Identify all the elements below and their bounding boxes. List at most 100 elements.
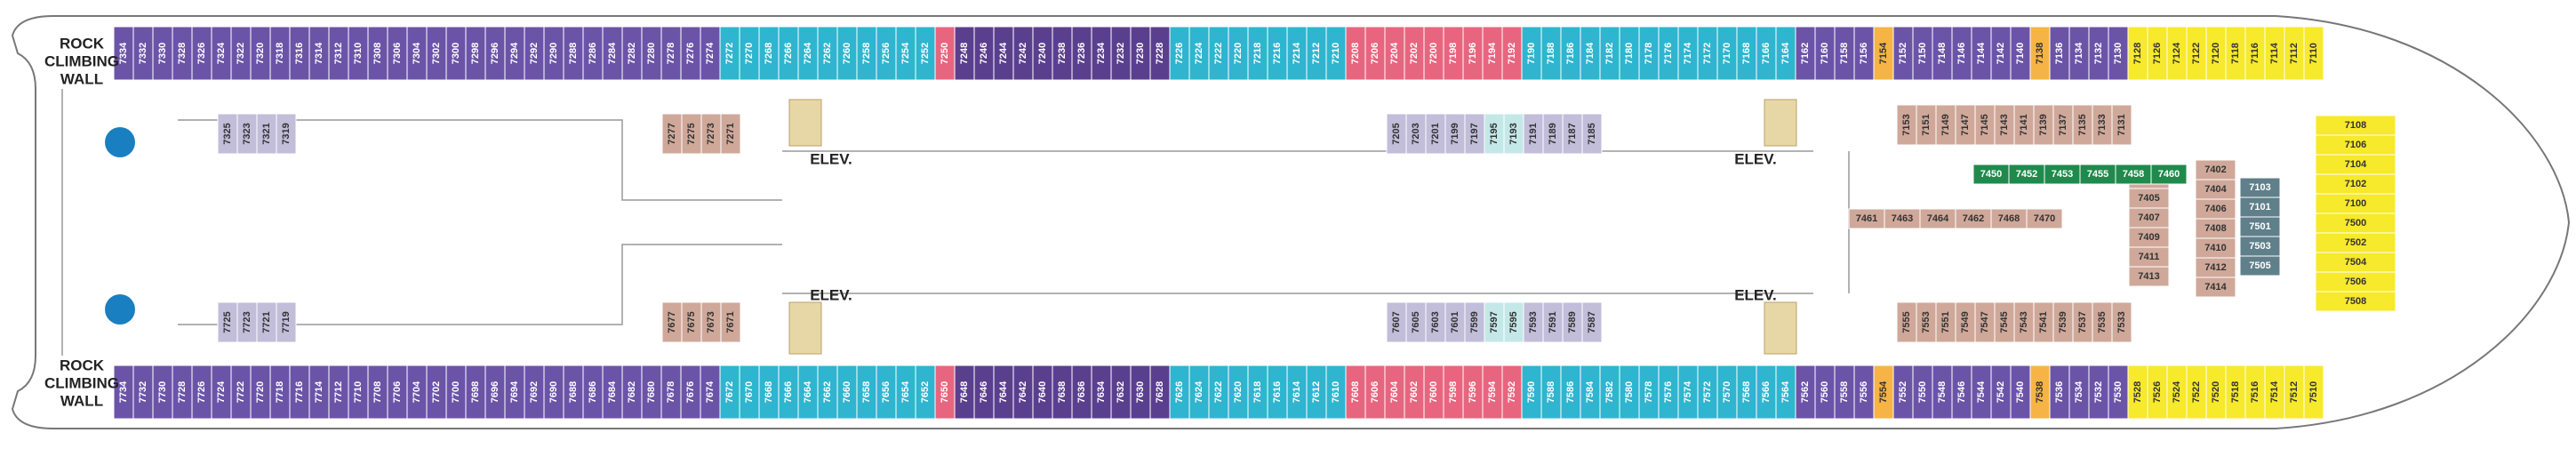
cabin-number: 7176 (1663, 43, 1674, 64)
cabin-number: 7610 (1331, 381, 1341, 403)
cabin (2128, 266, 2170, 287)
cabin-number: 7723 (242, 311, 252, 333)
cabin-number: 7195 (1489, 123, 1500, 144)
label: ROCK (60, 357, 105, 373)
cabin-number: 7120 (2211, 43, 2221, 64)
cabin-number: 7566 (1761, 381, 1772, 403)
cabin-number: 7630 (1135, 381, 1146, 403)
cabin-number: 7130 (2113, 43, 2124, 64)
cabin-number: 7154 (1878, 42, 1889, 64)
cabin-number: 7506 (2345, 277, 2366, 287)
cabin-number: 7150 (1917, 43, 1928, 64)
label: CLIMBING (44, 52, 119, 69)
cabin-number: 7726 (196, 381, 207, 403)
cabin-number: 7407 (2138, 212, 2159, 223)
cabin-number: 7298 (470, 43, 481, 64)
cabin-number: 7675 (686, 311, 697, 333)
cabin-number: 7185 (1587, 123, 1597, 144)
cabin (2239, 255, 2281, 277)
cabin-number: 7174 (1683, 42, 1693, 64)
cabin-number: 7189 (1548, 123, 1558, 144)
label: CLIMBING (44, 374, 119, 391)
cabin-number: 7574 (1683, 381, 1693, 403)
cabin-number: 7104 (2345, 159, 2367, 170)
cabin-number: 7664 (803, 381, 813, 403)
cabin-number: 7608 (1350, 381, 1361, 403)
cabin-number: 7453 (2052, 169, 2073, 180)
cabin-number: 7688 (568, 381, 579, 403)
cabin-number: 7240 (1037, 43, 1048, 64)
cabin-number: 7277 (667, 123, 677, 144)
cabin-number: 7116 (2250, 43, 2260, 64)
cabin-number: 7197 (1469, 123, 1480, 144)
cabin-number: 7260 (842, 43, 852, 64)
label: ELEV. (810, 286, 852, 303)
cabin-number: 7593 (1528, 311, 1539, 333)
cabin-number: 7605 (1411, 311, 1421, 333)
cabin-number: 7570 (1722, 381, 1732, 403)
cabin (2315, 291, 2396, 312)
cabin-number: 7620 (1233, 381, 1244, 403)
cabin-number: 7450 (1980, 169, 2002, 180)
cabin-number: 7268 (764, 43, 774, 64)
cabin-number: 7530 (2113, 381, 2124, 403)
cabin-number: 7138 (2035, 43, 2045, 64)
cabin-number: 7302 (431, 43, 442, 64)
cabin-number: 7671 (725, 311, 736, 333)
cabin-number: 7178 (1644, 43, 1654, 64)
cabin-number: 7230 (1135, 43, 1146, 64)
cabin-number: 7725 (222, 311, 233, 333)
cabin-number: 7284 (607, 42, 618, 64)
cabin-number: 7578 (1644, 381, 1654, 403)
cabin-number: 7634 (1096, 381, 1107, 403)
cabin-number: 7552 (1898, 381, 1908, 403)
cabin-number: 7542 (1996, 381, 2006, 403)
cabin-number: 7145 (1980, 114, 1990, 135)
cabin-number: 7612 (1311, 381, 1322, 403)
cabin-number: 7244 (998, 42, 1009, 64)
cabin-number: 7728 (177, 381, 188, 403)
cabin-number: 7210 (1331, 43, 1341, 64)
cabin-number: 7190 (1526, 43, 1537, 64)
cabin-number: 7186 (1565, 43, 1576, 64)
cabin-number: 7654 (900, 381, 911, 403)
cabin-number: 7172 (1702, 43, 1713, 64)
cabin-number: 7304 (412, 42, 422, 64)
cabin-number: 7238 (1057, 43, 1068, 64)
cabin-number: 7404 (2204, 184, 2227, 195)
cabin-number: 7203 (1411, 123, 1421, 144)
cabin-number: 7254 (900, 42, 911, 64)
cabin-number: 7170 (1722, 43, 1732, 64)
cabin-number: 7278 (666, 43, 676, 64)
cabin-number: 7642 (1018, 381, 1028, 403)
cabin-number: 7540 (2015, 381, 2026, 403)
cabin-number: 7505 (2249, 261, 2270, 271)
cabin-number: 7678 (666, 381, 676, 403)
cabin-number: 7234 (1096, 42, 1107, 64)
cabin-number: 7590 (1526, 381, 1537, 403)
cabin-number: 7250 (940, 43, 950, 64)
cabin-number: 7402 (2204, 164, 2226, 175)
cabin-number: 7330 (157, 43, 168, 64)
cabin-number: 7322 (236, 43, 246, 64)
label: WALL (60, 70, 103, 87)
cabin-number: 7668 (764, 381, 774, 403)
cabin-number: 7142 (1996, 43, 2006, 64)
cabin-number: 7674 (705, 381, 716, 403)
cabin-number: 7202 (1409, 43, 1420, 64)
cabin-number: 7589 (1567, 311, 1578, 333)
cabin-number: 7632 (1116, 381, 1126, 403)
cabin-number: 7325 (222, 123, 233, 144)
cabin-number: 7526 (2152, 381, 2163, 403)
cabin (2195, 277, 2236, 298)
cabin-number: 7660 (842, 381, 852, 403)
cabin-number: 7732 (138, 381, 148, 403)
cabin-number: 7100 (2345, 198, 2366, 209)
cabin-number: 7410 (2204, 243, 2226, 253)
cabin-number: 7144 (1976, 42, 1987, 64)
cabin-number: 7216 (1272, 43, 1283, 64)
cabin-number: 7468 (1998, 213, 2020, 224)
cabin-number: 7604 (1389, 381, 1400, 403)
cabin-number: 7232 (1116, 43, 1126, 64)
